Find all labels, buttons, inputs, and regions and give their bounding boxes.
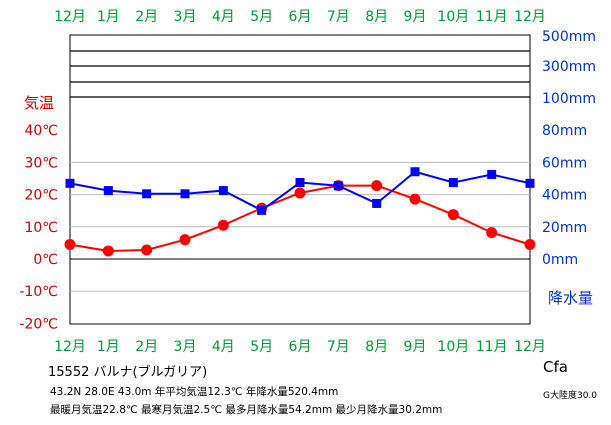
temperature-axis-title: 気温 <box>24 94 54 112</box>
month-label-bottom: 2月 <box>135 339 158 355</box>
precipitation-point <box>525 178 535 188</box>
precipitation-tick-label: 500mm <box>542 29 596 45</box>
temperature-point <box>294 187 306 199</box>
precipitation-point <box>333 181 343 191</box>
month-label-top: 6月 <box>289 9 312 25</box>
month-label-top: 12月 <box>514 9 546 25</box>
precipitation-axis: 500mm 300mm 0mm 20mm 40mm 60mm 80mm 100mm 降水量 <box>542 29 596 307</box>
temperature-point <box>179 234 191 246</box>
temperature-tick-label: 30℃ <box>24 155 58 171</box>
month-label-top: 9月 <box>404 9 427 25</box>
precipitation-tick-label: 80mm <box>542 123 587 139</box>
temperature-point <box>371 180 383 192</box>
month-label-bottom: 12月 <box>514 339 546 355</box>
temperature-tick-label: -20℃ <box>19 316 58 332</box>
temperature-point <box>409 193 421 205</box>
month-label-top: 10月 <box>437 9 469 25</box>
temperature-point <box>524 239 536 251</box>
continentality-index: G大陸度30.0 <box>543 391 598 401</box>
precipitation-tick-label: 40mm <box>542 188 587 204</box>
precipitation-tick-label: 300mm <box>542 59 596 75</box>
month-label-top: 5月 <box>250 9 273 25</box>
precipitation-point <box>372 198 382 208</box>
precipitation-point <box>487 169 497 179</box>
station-name: 15552 バルナ(ブルガリア) <box>48 365 208 380</box>
month-labels-top: 12月 1月 2月 3月 4月 5月 6月 7月 8月 9月 10月 11月 12月 <box>54 9 546 25</box>
precipitation-tick-label: 100mm <box>542 91 596 107</box>
temperature-series <box>64 180 536 257</box>
precipitation-tick-label: 20mm <box>542 220 587 236</box>
month-label-bottom: 7月 <box>327 339 350 355</box>
month-label-bottom: 11月 <box>476 339 508 355</box>
precipitation-series <box>65 167 535 215</box>
precipitation-axis-title: 降水量 <box>548 289 593 307</box>
month-label-bottom: 9月 <box>404 339 427 355</box>
precipitation-tick-label: 0mm <box>542 252 578 268</box>
month-label-bottom: 5月 <box>250 339 273 355</box>
precipitation-point <box>180 189 190 199</box>
precipitation-point <box>65 178 75 188</box>
temperature-tick-label: 40℃ <box>24 123 58 139</box>
temperature-point <box>64 239 76 251</box>
month-label-top: 7月 <box>327 9 350 25</box>
temperature-point <box>141 244 153 256</box>
precipitation-point <box>448 178 458 188</box>
month-label-bottom: 3月 <box>174 339 197 355</box>
temperature-point <box>447 209 459 221</box>
plot-frame <box>69 34 531 325</box>
month-label-top: 12月 <box>54 9 86 25</box>
month-label-top: 4月 <box>212 9 235 25</box>
month-label-top: 8月 <box>365 9 388 25</box>
month-label-bottom: 4月 <box>212 339 235 355</box>
precipitation-point <box>103 186 113 196</box>
precipitation-point <box>142 189 152 199</box>
month-label-bottom: 12月 <box>54 339 86 355</box>
temperature-tick-label: 20℃ <box>24 188 58 204</box>
temperature-point <box>217 219 229 231</box>
temperature-point <box>486 227 498 239</box>
temperature-axis: 気温 40℃ 30℃ 20℃ 10℃ 0℃ -10℃ -20℃ <box>19 94 58 332</box>
precipitation-point <box>257 205 267 215</box>
month-label-top: 11月 <box>476 9 508 25</box>
temperature-tick-label: 0℃ <box>33 252 58 268</box>
precipitation-tick-label: 60mm <box>542 155 587 171</box>
precipitation-point <box>295 178 305 188</box>
month-label-top: 1月 <box>97 9 120 25</box>
station-stats-line1: 43.2N 28.0E 43.0m 年平均気温12.3℃ 年降水量520.4mm <box>50 386 339 398</box>
month-label-bottom: 10月 <box>437 339 469 355</box>
station-stats-line2: 最暖月気温22.8℃ 最寒月気温2.5℃ 最多月降水量54.2mm 最少月降水量… <box>50 404 443 416</box>
temperature-tick-label: -10℃ <box>19 284 58 300</box>
month-label-top: 2月 <box>135 9 158 25</box>
temperature-point <box>102 245 114 257</box>
precipitation-point <box>218 186 228 196</box>
month-labels-bottom: 12月 1月 2月 3月 4月 5月 6月 7月 8月 9月 10月 11月 12月 <box>54 339 546 355</box>
precipitation-point <box>410 167 420 177</box>
month-label-bottom: 1月 <box>97 339 120 355</box>
month-label-top: 3月 <box>174 9 197 25</box>
month-label-bottom: 6月 <box>289 339 312 355</box>
month-label-bottom: 8月 <box>365 339 388 355</box>
temperature-tick-label: 10℃ <box>24 220 58 236</box>
climate-classification: Cfa <box>543 358 568 376</box>
